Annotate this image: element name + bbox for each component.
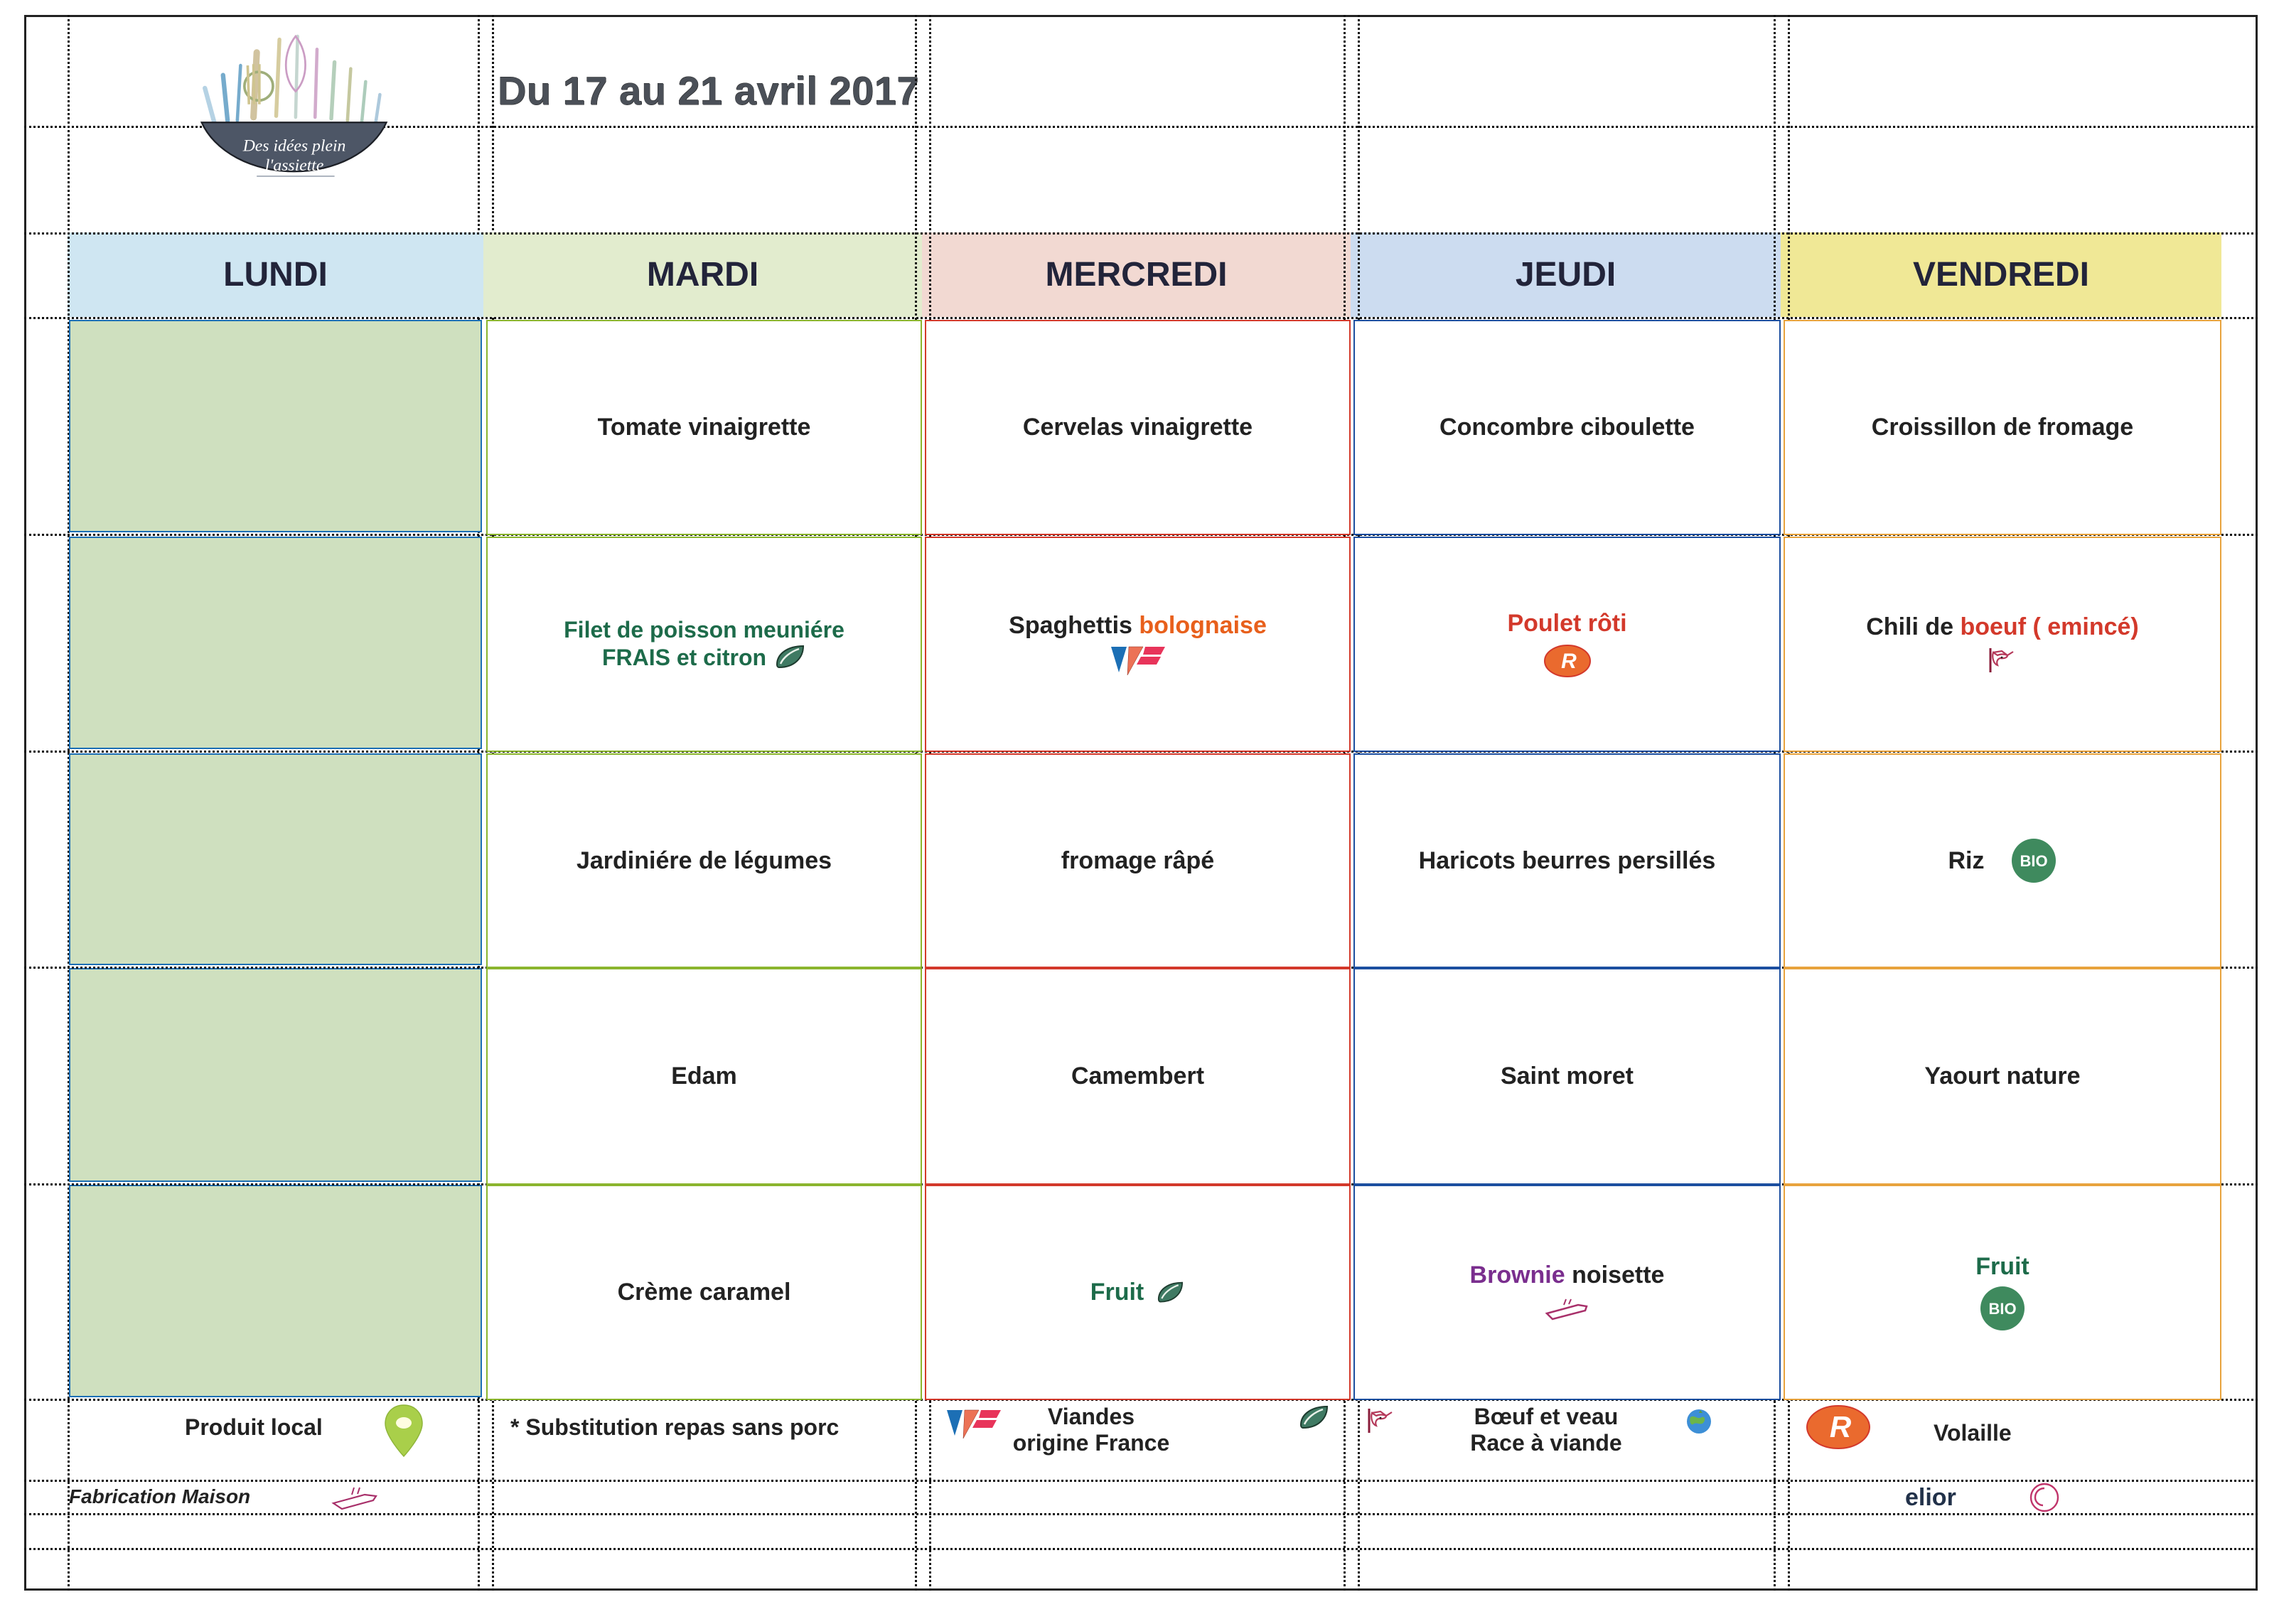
- svg-text:BIO: BIO: [1988, 1300, 2016, 1318]
- svg-text:l'assiette: l'assiette: [265, 156, 324, 175]
- svg-text:BIO: BIO: [2020, 852, 2047, 870]
- svg-text:Des idées plein: Des idées plein: [242, 136, 346, 155]
- svg-text:R: R: [1561, 650, 1577, 673]
- svg-text:R: R: [1830, 1410, 1852, 1443]
